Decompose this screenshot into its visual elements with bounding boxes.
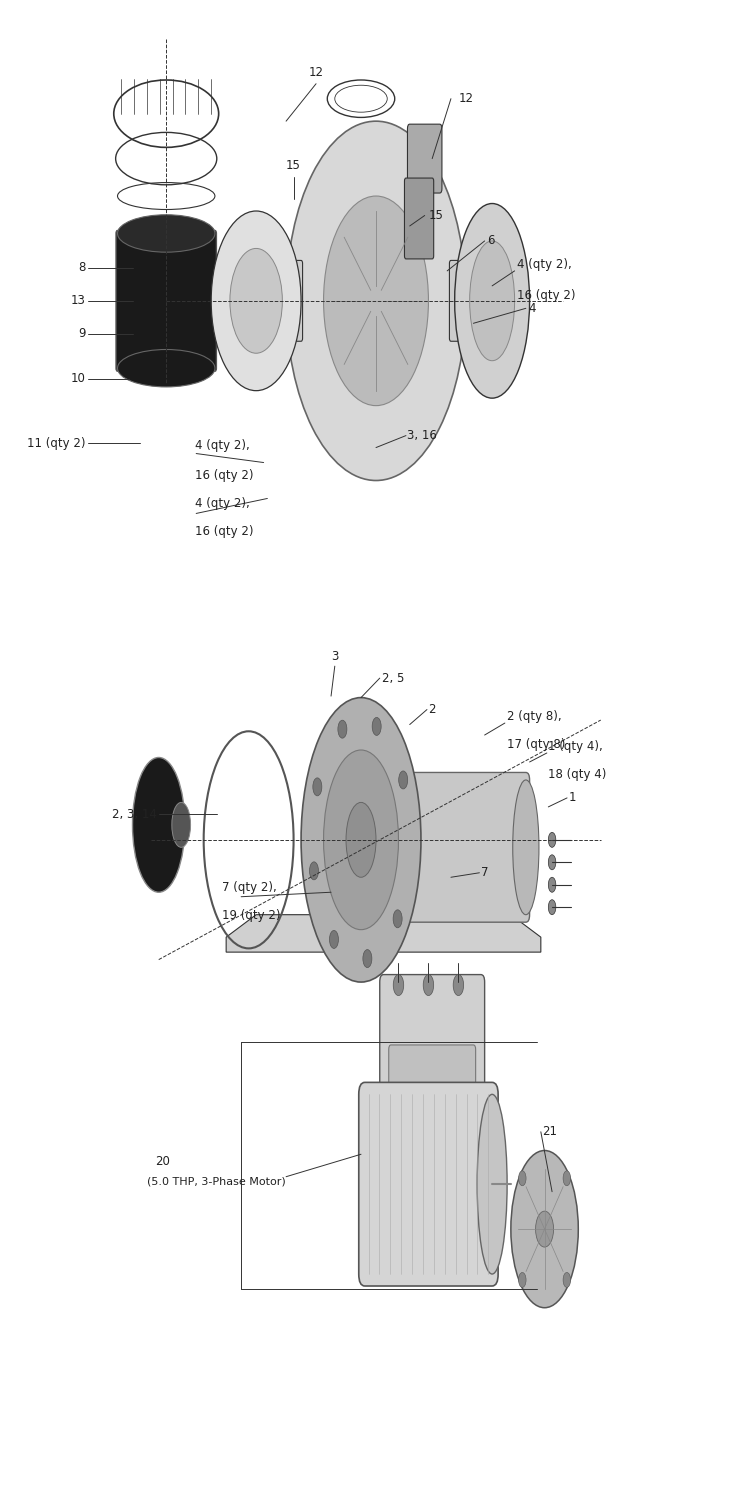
Text: (5.0 THP, 3-Phase Motor): (5.0 THP, 3-Phase Motor) <box>147 1176 287 1186</box>
Ellipse shape <box>301 698 421 982</box>
Text: 2 (qty 8),: 2 (qty 8), <box>507 710 562 723</box>
Text: 17 (qty 8): 17 (qty 8) <box>507 738 566 752</box>
Text: 2, 5: 2, 5 <box>382 672 405 684</box>
Ellipse shape <box>513 780 539 915</box>
Circle shape <box>548 833 556 848</box>
Text: 15: 15 <box>287 159 301 172</box>
Text: 3, 16: 3, 16 <box>408 429 438 442</box>
Text: 7 (qty 2),: 7 (qty 2), <box>223 880 277 894</box>
Ellipse shape <box>511 1150 578 1308</box>
Circle shape <box>286 122 466 480</box>
Circle shape <box>453 975 464 996</box>
FancyBboxPatch shape <box>408 124 442 194</box>
FancyBboxPatch shape <box>372 772 529 922</box>
Text: 1 (qty 4),: 1 (qty 4), <box>548 740 603 753</box>
Ellipse shape <box>470 242 514 360</box>
FancyBboxPatch shape <box>405 178 434 260</box>
Text: 2: 2 <box>429 704 436 716</box>
Circle shape <box>323 196 429 405</box>
Circle shape <box>372 717 381 735</box>
Circle shape <box>363 950 372 968</box>
Text: 1: 1 <box>569 792 576 804</box>
Circle shape <box>535 1210 553 1246</box>
Text: 13: 13 <box>71 294 85 307</box>
FancyBboxPatch shape <box>389 1046 476 1114</box>
Text: 21: 21 <box>542 1125 557 1138</box>
FancyBboxPatch shape <box>380 975 484 1095</box>
FancyBboxPatch shape <box>359 1083 498 1286</box>
Text: 10: 10 <box>71 372 85 386</box>
Circle shape <box>310 862 318 880</box>
Text: 11 (qty 2): 11 (qty 2) <box>27 436 85 450</box>
Ellipse shape <box>365 783 387 910</box>
Text: 15: 15 <box>429 209 444 222</box>
Ellipse shape <box>346 802 376 877</box>
Circle shape <box>563 1272 571 1287</box>
Circle shape <box>230 249 282 352</box>
Ellipse shape <box>172 802 190 847</box>
Ellipse shape <box>455 204 529 398</box>
Circle shape <box>548 900 556 915</box>
Circle shape <box>519 1172 526 1186</box>
Circle shape <box>393 975 404 996</box>
Polygon shape <box>226 915 541 952</box>
Circle shape <box>423 975 434 996</box>
Ellipse shape <box>323 750 399 930</box>
Circle shape <box>313 778 322 796</box>
Circle shape <box>399 771 408 789</box>
FancyBboxPatch shape <box>277 261 302 342</box>
Text: 12: 12 <box>308 66 323 80</box>
Circle shape <box>329 930 338 948</box>
Text: 4 (qty 2),: 4 (qty 2), <box>195 498 250 510</box>
Text: 16 (qty 2): 16 (qty 2) <box>517 290 575 302</box>
Circle shape <box>519 1272 526 1287</box>
Text: 12: 12 <box>459 92 474 105</box>
Circle shape <box>393 910 402 928</box>
Ellipse shape <box>478 1095 507 1274</box>
Circle shape <box>548 855 556 870</box>
Text: 16 (qty 2): 16 (qty 2) <box>195 468 253 482</box>
Text: 19 (qty 2): 19 (qty 2) <box>223 909 281 921</box>
Circle shape <box>338 720 347 738</box>
Ellipse shape <box>132 758 185 892</box>
FancyBboxPatch shape <box>116 231 217 370</box>
FancyBboxPatch shape <box>450 261 478 342</box>
Text: 4: 4 <box>528 302 535 315</box>
Text: 3: 3 <box>331 650 338 663</box>
Ellipse shape <box>117 214 215 252</box>
Text: 4 (qty 2),: 4 (qty 2), <box>195 440 250 452</box>
Circle shape <box>548 878 556 892</box>
Circle shape <box>563 1172 571 1186</box>
Text: 9: 9 <box>77 327 85 340</box>
Text: 20: 20 <box>155 1155 170 1168</box>
Text: 7: 7 <box>481 867 488 879</box>
Ellipse shape <box>117 350 215 387</box>
Text: 16 (qty 2): 16 (qty 2) <box>195 525 253 538</box>
Circle shape <box>211 211 301 390</box>
Text: 18 (qty 4): 18 (qty 4) <box>548 768 607 782</box>
Text: 6: 6 <box>487 234 494 248</box>
Text: 4 (qty 2),: 4 (qty 2), <box>517 258 572 272</box>
Text: 8: 8 <box>78 261 85 274</box>
Text: 2, 3, 14: 2, 3, 14 <box>112 808 157 820</box>
